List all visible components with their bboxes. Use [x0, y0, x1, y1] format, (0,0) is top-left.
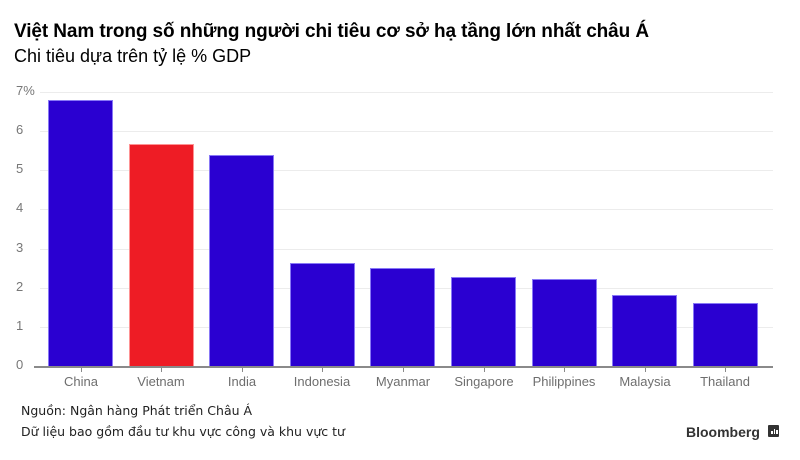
- x-tick-label: Philippines: [532, 374, 596, 389]
- x-tick-mark: [322, 367, 323, 372]
- bloomberg-chart-icon: [768, 425, 779, 437]
- data-note: Dữ liệu bao gồm đầu tư khu vực công và k…: [21, 424, 345, 439]
- chart-subtitle: Chi tiêu dựa trên tỷ lệ % GDP: [14, 46, 252, 66]
- bar-india: [209, 155, 274, 366]
- y-tick-label: 1: [16, 318, 24, 333]
- x-tick-mark: [161, 367, 162, 372]
- y-tick-label: 7%: [16, 83, 35, 98]
- gridline: [40, 249, 773, 250]
- y-tick-label: 0: [16, 357, 24, 372]
- bar-philippines: [532, 279, 597, 366]
- x-tick-mark: [725, 367, 726, 372]
- gridline: [40, 92, 773, 93]
- gridline: [40, 170, 773, 171]
- x-tick-label: China: [64, 374, 98, 389]
- x-tick-mark: [403, 367, 404, 372]
- x-tick-label: Singapore: [454, 374, 514, 389]
- x-tick-mark: [242, 367, 243, 372]
- bar-malaysia: [612, 295, 677, 366]
- y-tick-label: 3: [16, 240, 24, 255]
- source-note: Nguồn: Ngân hàng Phát triển Châu Á: [21, 403, 253, 418]
- chart-title: Việt Nam trong số những người chi tiêu c…: [14, 21, 649, 42]
- bar-indonesia: [290, 263, 355, 366]
- x-tick-mark: [484, 367, 485, 372]
- y-tick-label: 4: [16, 200, 24, 215]
- x-tick-mark: [645, 367, 646, 372]
- x-tick-label: Vietnam: [137, 374, 185, 389]
- y-tick-label: 6: [16, 122, 24, 137]
- x-tick-label: Thailand: [700, 374, 750, 389]
- bar-myanmar: [370, 268, 435, 366]
- x-tick-label: Myanmar: [375, 374, 431, 389]
- x-tick-label: India: [227, 374, 257, 389]
- bar-singapore: [451, 277, 516, 366]
- x-tick-label: Indonesia: [293, 374, 351, 389]
- y-tick-label: 5: [16, 161, 24, 176]
- bar-china: [48, 100, 113, 366]
- bar-thailand: [693, 303, 758, 366]
- x-tick-mark: [81, 367, 82, 372]
- gridline: [40, 209, 773, 210]
- y-tick-label: 2: [16, 279, 24, 294]
- bar-vietnam: [129, 144, 194, 366]
- x-tick-label: Malaysia: [619, 374, 671, 389]
- x-tick-mark: [564, 367, 565, 372]
- gridline: [40, 131, 773, 132]
- brand-logo: Bloomberg: [686, 424, 760, 440]
